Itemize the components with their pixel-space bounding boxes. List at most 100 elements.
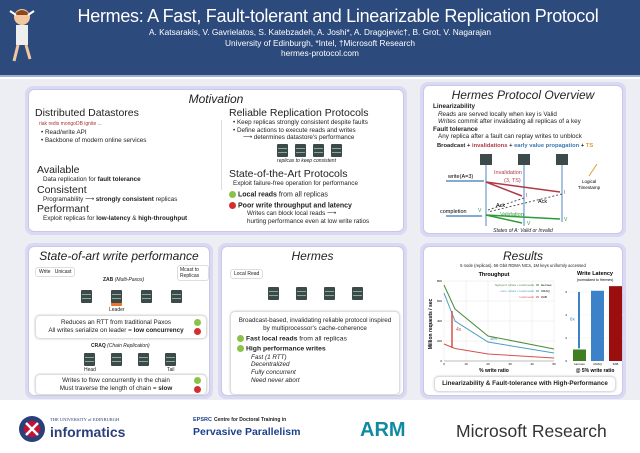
writes-text: commit after invalidating all replicas o… — [455, 118, 581, 126]
results-panel: Results 5 node (replicas), 56 Gbit RDMA … — [420, 243, 626, 399]
uoe-informatics: informatics — [50, 424, 126, 440]
reads-text: are served locally when key is Valid — [456, 110, 557, 118]
legend-ts: TS — [585, 142, 594, 149]
consistent-after: replicas — [153, 195, 178, 203]
server-icon — [331, 143, 342, 157]
sota-heading: State-of-the-Art Protocols — [229, 168, 348, 180]
logical-label: Logical — [582, 179, 596, 184]
legend-label: conc. writes + local reads — [500, 289, 534, 293]
invalidation-args: (3, TS) — [504, 178, 521, 184]
x-tick-label: 10 — [464, 362, 468, 366]
zab-good: Reduces an RTT from traditional Paxos — [60, 319, 171, 326]
invalidation-arrow — [485, 181, 561, 193]
uoe-small: THE UNIVERSITY of EDINBURGH — [50, 417, 120, 422]
bar-hermes — [573, 349, 586, 361]
server-icon — [480, 154, 492, 165]
results-tagline: Linearizability & Fault-tolerance with H… — [434, 376, 616, 392]
x-tick-label: 0 — [443, 362, 445, 366]
server-icon — [165, 353, 176, 366]
latency-title: Write Latency — [577, 271, 614, 277]
bar-zab — [609, 286, 622, 361]
y-tick-label: 200 — [437, 339, 442, 343]
state-v: V — [564, 217, 568, 223]
latency-xlabel: @ 5% write ratio — [576, 368, 615, 374]
consistent-bold: strongly consistent — [95, 195, 154, 203]
invalidation-arrow — [485, 181, 523, 197]
y-tick-label: 6 — [565, 290, 567, 294]
server-icon — [84, 353, 95, 366]
consistent-heading: Consistent — [37, 183, 87, 196]
pp-label: Pervasive Parallelism — [193, 426, 301, 438]
x-tick-label: 40 — [530, 362, 534, 366]
x-tick-label: 50 — [552, 362, 556, 366]
overview-title: Hermes Protocol Overview — [451, 88, 595, 102]
y-tick-label: 600 — [437, 299, 442, 303]
server-icon — [518, 154, 530, 165]
validation-label: Validation — [500, 212, 524, 218]
server-icon — [81, 290, 92, 303]
thumbs-up-icon — [194, 377, 201, 384]
y-tick-label: 0 — [565, 359, 567, 363]
legend-plus: + — [509, 142, 513, 149]
sota-good-bold: Local reads — [238, 190, 277, 198]
writes-label: Writes — [438, 118, 456, 126]
series-line-hermes — [443, 284, 555, 350]
poster-header: Hermes: A Fast, Fault-tolerant and Linea… — [0, 0, 640, 77]
leader-server-icon — [111, 290, 122, 303]
completion-label: completion — [440, 209, 467, 215]
reads-label: Reads — [438, 110, 457, 118]
server-icon — [141, 290, 152, 303]
arm-logo: ARM — [360, 419, 406, 441]
hermes-mascot-icon — [9, 9, 35, 62]
craq-label: CRAQ — [91, 343, 106, 349]
tail-label: Tail — [167, 367, 175, 373]
sota-bad-line1: Writes can block local reads ⟶ — [247, 210, 337, 218]
validation-arrow — [485, 214, 561, 220]
zab-bad: All writes serialize on leader = — [48, 326, 134, 334]
bar-craq — [591, 290, 604, 361]
x-tick-label: 30 — [508, 362, 512, 366]
y-tick-label: 400 — [437, 319, 442, 323]
project-url[interactable]: hermes-protocol.com — [281, 48, 359, 58]
server-icon — [295, 143, 306, 157]
craq-bad-bold: slow — [158, 384, 173, 392]
y-tick-label: 4 — [565, 313, 567, 317]
hermes-title: Hermes — [291, 249, 334, 263]
datastore-bullet: • Backbone of modern online services — [41, 136, 147, 144]
authors: A. Katsarakis, V. Gavrielatos, S. Katebz… — [148, 27, 492, 37]
latency-subtitle: (normalized to Hermes) — [577, 278, 614, 282]
state-v: V — [478, 208, 482, 214]
thumbs-up-icon — [194, 319, 201, 326]
legend-series-name: CRAQ — [541, 289, 550, 293]
ft-text: Any replica after a fault can replay wri… — [438, 133, 582, 141]
write-label: write(A=3) — [447, 174, 473, 180]
throughput-xlabel: % write ratio — [479, 368, 509, 374]
40pct-annotation: 40% — [490, 337, 497, 341]
zab-italic: (Multi-Paxos) — [114, 277, 145, 283]
thumbs-up-icon — [237, 335, 244, 343]
sota-bad-bold: Poor write throughput and latency — [238, 202, 352, 210]
replicas-caption: replicas to keep consistent — [277, 157, 336, 164]
legend-write: Write — [39, 269, 51, 275]
x-tick-label: Hermes — [574, 362, 585, 366]
legend-invalidations: invalidations — [472, 142, 508, 149]
motivation-panel: Motivation Distributed Datastores riak r… — [25, 86, 407, 235]
thumbs-up-icon — [229, 190, 236, 198]
y-tick-label: 2 — [565, 336, 567, 340]
feature: Fully concurrent — [251, 368, 296, 376]
feature: Fast (1 RTT) — [251, 353, 287, 361]
fast-reads-rest: from all replicas — [297, 335, 347, 343]
fast-reads-bold: Fast local reads — [246, 335, 298, 343]
throughput-title: Throughput — [479, 272, 510, 278]
legend-plus: + — [466, 142, 471, 149]
x-tick-label: ZAB — [613, 362, 619, 366]
zab-bad-bold: low concurrency — [133, 326, 184, 334]
server-icon — [268, 287, 279, 300]
feature: Need never abort — [251, 376, 300, 384]
4x-annotation: 4x — [456, 327, 462, 333]
available-heading: Available — [37, 164, 80, 176]
6x-annotation: 6x — [570, 317, 576, 322]
series-line-zab — [443, 343, 555, 359]
hp-writes: High performance writes — [246, 345, 326, 353]
ack-label: Ack — [538, 199, 547, 205]
